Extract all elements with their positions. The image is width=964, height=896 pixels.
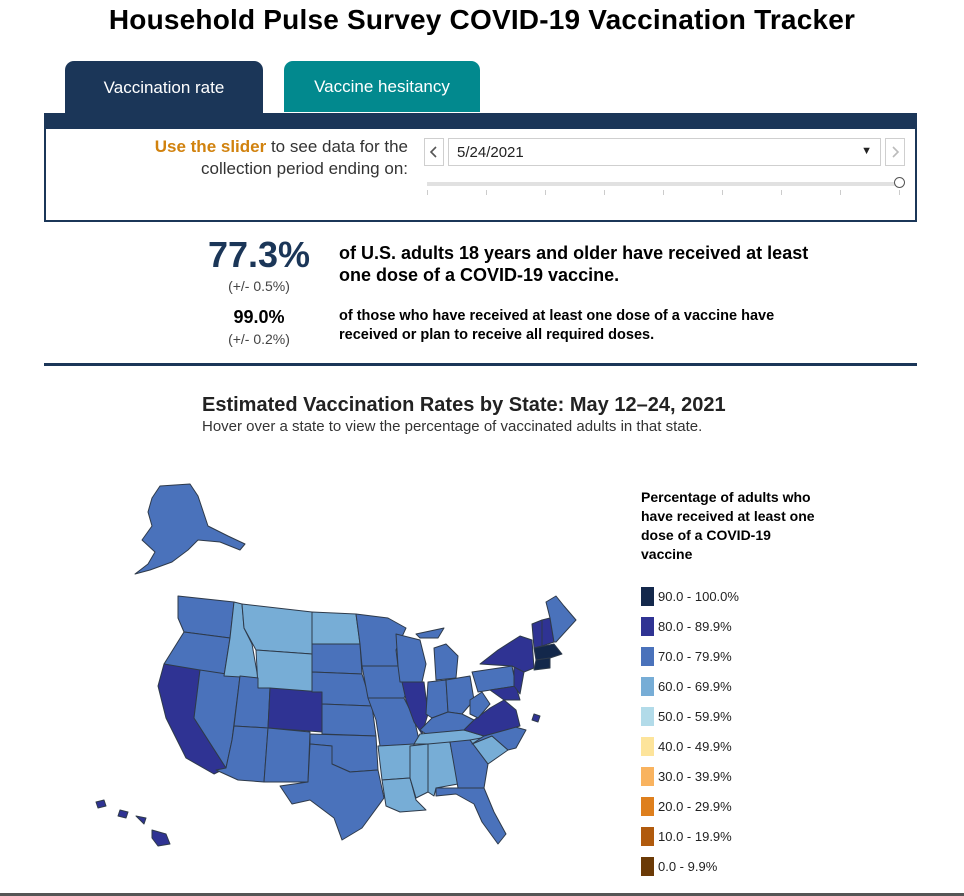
- state-colorado[interactable]: [267, 687, 323, 733]
- legend-swatch: [641, 856, 654, 876]
- state-michigan[interactable]: [415, 627, 459, 681]
- state-arkansas[interactable]: [377, 743, 415, 781]
- legend-item: 0.0 - 9.9%: [641, 856, 717, 876]
- state-florida[interactable]: [435, 787, 507, 845]
- slider-track[interactable]: [427, 182, 901, 186]
- primary-stat-value: 77.3%: [207, 234, 311, 275]
- legend-swatch: [641, 616, 654, 636]
- state-wisconsin[interactable]: [395, 633, 427, 683]
- tab-vaccine-hesitancy[interactable]: Vaccine hesitancy: [284, 61, 480, 112]
- tab-bar: [44, 113, 917, 129]
- legend-swatch: [641, 676, 654, 696]
- slider-tick: [899, 190, 900, 195]
- slider-label-text: to see data for the collection period en…: [201, 137, 408, 178]
- state-mississippi[interactable]: [409, 743, 429, 799]
- legend-swatch: [641, 586, 654, 606]
- slider-tick: [427, 190, 428, 195]
- slider-tick: [486, 190, 487, 195]
- state-texas[interactable]: [279, 743, 385, 841]
- state-kansas[interactable]: [321, 703, 377, 737]
- legend-label: 10.0 - 19.9%: [658, 828, 732, 844]
- state-vermont[interactable]: [531, 619, 543, 649]
- legend-label: 50.0 - 59.9%: [658, 708, 732, 724]
- map-subtitle: Hover over a state to view the percentag…: [202, 418, 703, 435]
- legend-label: 40.0 - 49.9%: [658, 738, 732, 754]
- legend-label: 80.0 - 89.9%: [658, 618, 732, 634]
- us-map[interactable]: [80, 478, 580, 858]
- state-north-dakota[interactable]: [311, 611, 361, 645]
- previous-period-button[interactable]: [424, 138, 444, 166]
- state-delaware[interactable]: [531, 713, 541, 723]
- slider-handle[interactable]: [894, 177, 905, 188]
- slider-panel: [44, 113, 917, 222]
- legend-item: 20.0 - 29.9%: [641, 796, 732, 816]
- slider-instructions: Use the slider to see data for the colle…: [110, 136, 408, 180]
- legend-swatch: [641, 736, 654, 756]
- legend-swatch: [641, 826, 654, 846]
- legend-label: 70.0 - 79.9%: [658, 648, 732, 664]
- legend-item: 80.0 - 89.9%: [641, 616, 732, 636]
- legend-swatch: [641, 646, 654, 666]
- secondary-stat-text: of those who have received at least one …: [339, 308, 775, 343]
- slider-tick: [840, 190, 841, 195]
- legend-label: 30.0 - 39.9%: [658, 768, 732, 784]
- secondary-stat-moe: (+/- 0.2%): [228, 331, 290, 347]
- selected-date: 5/24/2021: [457, 144, 524, 161]
- state-new-mexico[interactable]: [263, 727, 311, 783]
- state-maryland[interactable]: [489, 685, 521, 701]
- state-alaska[interactable]: [134, 483, 246, 575]
- slider-tick: [781, 190, 782, 195]
- legend-swatch: [641, 766, 654, 786]
- map-title: Estimated Vaccination Rates by State: Ma…: [202, 394, 726, 416]
- legend-swatch: [641, 796, 654, 816]
- chevron-left-icon: [429, 146, 437, 158]
- legend-item: 70.0 - 79.9%: [641, 646, 732, 666]
- state-virginia[interactable]: [463, 699, 521, 737]
- legend-swatch: [641, 706, 654, 726]
- legend-label: 0.0 - 9.9%: [658, 858, 718, 874]
- tab-vaccination-rate[interactable]: Vaccination rate: [65, 61, 263, 114]
- legend-title: Percentage of adults who have received a…: [641, 489, 815, 562]
- legend-label: 90.0 - 100.0%: [658, 588, 739, 604]
- state-wyoming[interactable]: [255, 649, 313, 693]
- state-new-york[interactable]: [479, 635, 535, 673]
- legend-label: 20.0 - 29.9%: [658, 798, 732, 814]
- slider-accent-text: Use the slider: [154, 137, 267, 156]
- legend-item: 60.0 - 69.9%: [641, 676, 732, 696]
- primary-stat-moe: (+/- 0.5%): [228, 278, 290, 294]
- primary-stat-text: of U.S. adults 18 years and older have r…: [339, 243, 809, 285]
- state-washington[interactable]: [177, 595, 235, 639]
- legend-item: 90.0 - 100.0%: [641, 586, 739, 606]
- legend-item: 40.0 - 49.9%: [641, 736, 732, 756]
- slider-tick: [722, 190, 723, 195]
- slider-tick: [663, 190, 664, 195]
- legend-item: 50.0 - 59.9%: [641, 706, 732, 726]
- state-west-virginia[interactable]: [469, 691, 491, 719]
- state-south-dakota[interactable]: [311, 643, 363, 675]
- state-hawaii[interactable]: [95, 799, 171, 847]
- legend-label: 60.0 - 69.9%: [658, 678, 732, 694]
- state-connecticut[interactable]: [533, 657, 551, 671]
- us-map-svg: [95, 483, 577, 847]
- date-select[interactable]: 5/24/2021 ▼: [448, 138, 881, 166]
- state-maine[interactable]: [545, 595, 577, 643]
- chevron-right-icon: [892, 146, 900, 158]
- legend-item: 10.0 - 19.9%: [641, 826, 732, 846]
- page-title: Household Pulse Survey COVID-19 Vaccinat…: [108, 4, 856, 35]
- legend-item: 30.0 - 39.9%: [641, 766, 732, 786]
- caret-down-icon: ▼: [861, 145, 872, 157]
- bottom-border: [0, 893, 964, 896]
- next-period-button[interactable]: [885, 138, 905, 166]
- slider-tick: [604, 190, 605, 195]
- secondary-stat-value: 99.0%: [233, 307, 285, 327]
- section-divider: [44, 363, 917, 366]
- state-ohio[interactable]: [445, 675, 475, 715]
- state-massachusetts[interactable]: [533, 643, 563, 661]
- slider-tick: [545, 190, 546, 195]
- state-indiana[interactable]: [425, 679, 449, 719]
